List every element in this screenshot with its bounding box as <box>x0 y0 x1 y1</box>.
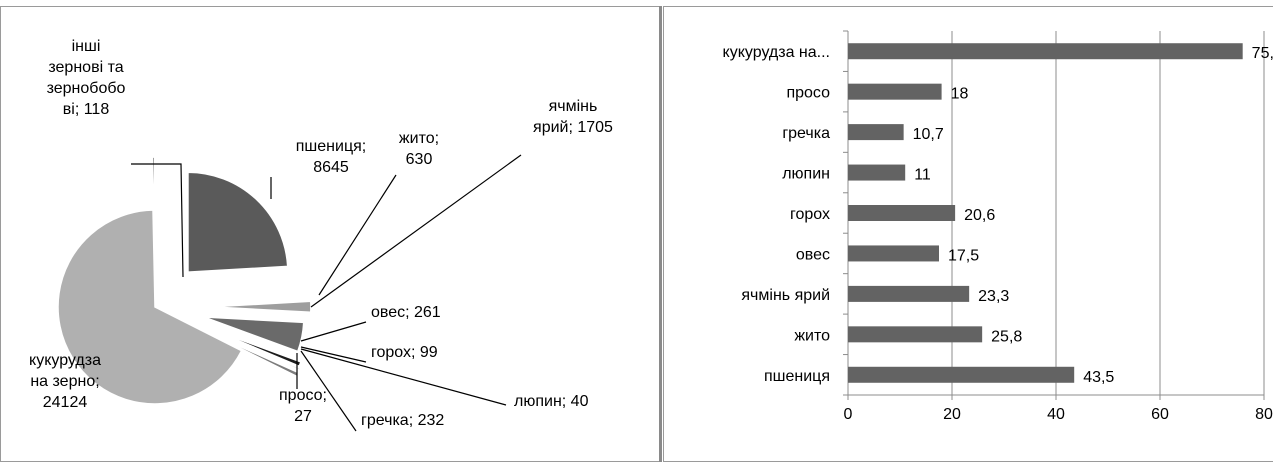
pie-data-label-line: овес; 261 <box>371 304 441 321</box>
pie-data-label-line: гречка; 232 <box>361 412 444 429</box>
pie-leader-line <box>300 350 357 432</box>
y-category-label: ячмінь ярий <box>741 287 830 304</box>
x-tick-label: 80 <box>1255 406 1273 423</box>
bar-value-label: 10,7 <box>913 126 944 143</box>
pie-slice <box>187 171 289 273</box>
y-category-label: овес <box>796 246 830 263</box>
pie-leader-line <box>300 321 367 342</box>
pie-data-label-line: 630 <box>406 151 433 168</box>
y-category-label: жито <box>794 327 830 344</box>
bar <box>848 205 956 221</box>
bar <box>848 285 970 302</box>
y-category-label: просо <box>786 85 830 102</box>
pie-data-label: ячмінь ярий; 1705 <box>533 98 613 136</box>
y-category-label: гречка <box>782 125 830 142</box>
pie-slice <box>57 209 243 405</box>
pie-leader-line <box>300 346 367 363</box>
pie-data-label-line: зернові та <box>48 59 123 76</box>
pie-data-label: люпин; 40 <box>514 393 589 410</box>
bar <box>848 164 906 181</box>
bar-value-label: 25,8 <box>991 328 1022 345</box>
pie-data-label-line: пшениця; <box>296 138 366 155</box>
x-tick-label: 40 <box>1047 406 1065 423</box>
pie-chart: пшениця; 8645 жито; 630 ячмінь ярий; 1705 овес… <box>29 38 613 432</box>
pie-leader-line <box>300 348 507 406</box>
pie-data-label-line: ячмінь <box>549 98 598 115</box>
pie-leader-line <box>318 174 397 296</box>
bar <box>848 43 1243 60</box>
x-tick-label: 60 <box>1151 406 1169 423</box>
bar <box>848 83 942 100</box>
bar-value-label: 17,5 <box>948 247 979 264</box>
pie-slice <box>209 330 303 374</box>
bar-value-label: 18 <box>951 86 969 103</box>
pie-data-label-line: люпин; 40 <box>514 393 589 410</box>
bar <box>848 366 1075 383</box>
bar <box>848 326 983 343</box>
bar-value-label: 11 <box>914 167 931 184</box>
x-tick-label: 20 <box>943 406 961 423</box>
pie-slice <box>206 326 302 368</box>
pie-data-label: овес; 261 <box>371 304 441 321</box>
pie-data-label-line: 8645 <box>313 159 349 176</box>
pie-data-label-line: інші <box>72 38 101 55</box>
pie-data-label: жито; 630 <box>399 130 439 168</box>
bar <box>848 124 904 141</box>
pie-data-label: інші зернові та зернобобо ві; 118 <box>47 38 126 118</box>
pie-data-label-line: зернобобо <box>47 80 126 97</box>
bar-value-label: 20,6 <box>964 207 995 224</box>
pie-leader-line <box>310 154 522 308</box>
pie-data-label: кукурудза на зерно; 24124 <box>29 352 101 411</box>
pie-data-label-line: на зерно; <box>30 373 99 390</box>
bar-chart-panel: 0 20 40 60 80 пшениця 43,5 жито 25,8 ячмінь ярий 2… <box>663 6 1273 462</box>
pie-data-label-line: ярий; 1705 <box>533 119 613 136</box>
pie-leader-line <box>131 163 184 278</box>
y-category-label: люпин <box>782 166 830 183</box>
pie-data-label-line: 27 <box>294 408 312 425</box>
pie-slice <box>151 156 156 258</box>
pie-data-label-line: ві; 118 <box>63 101 110 118</box>
pie-data-label: гречка; 232 <box>361 412 444 429</box>
pie-data-label: просо; 27 <box>279 387 327 425</box>
bar-value-label: 75,9 <box>1252 45 1273 62</box>
pie-data-label-line: кукурудза <box>29 352 101 369</box>
pie-data-label: пшениця; 8645 <box>296 138 366 176</box>
pie-data-label: горох; 99 <box>371 344 438 361</box>
bar-value-label: 23,3 <box>978 288 1009 305</box>
panel-divider <box>659 6 662 462</box>
pie-data-label-line: 24124 <box>43 394 88 411</box>
pie-slice <box>203 316 305 353</box>
pie-chart-panel: пшениця; 8645 жито; 630 ячмінь ярий; 1705 овес… <box>0 6 659 462</box>
y-category-label: горох <box>790 206 830 223</box>
pie-data-label-line: просо; <box>279 387 327 404</box>
y-category-label: кукурудза на... <box>723 44 830 61</box>
y-category-label: пшениця <box>764 368 830 385</box>
bar-chart: 0 20 40 60 80 пшениця 43,5 жито 25,8 ячмінь ярий 2… <box>723 30 1273 423</box>
pie-data-label-line: горох; 99 <box>371 344 438 361</box>
bar <box>848 245 939 262</box>
pie-slice <box>210 300 312 314</box>
pie-data-label-line: жито; <box>399 130 439 147</box>
bar-value-label: 43,5 <box>1083 369 1114 386</box>
x-tick-label: 0 <box>844 406 853 423</box>
